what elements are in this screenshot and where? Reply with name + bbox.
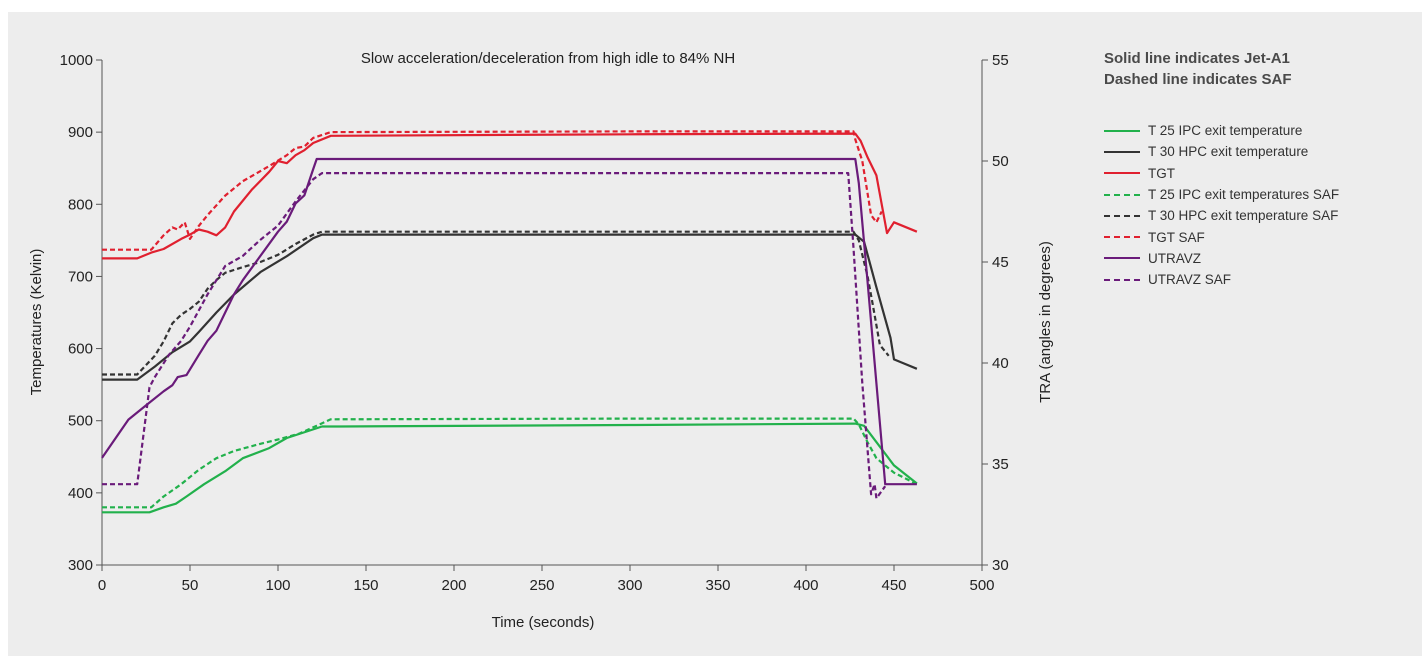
series-line-5 [102, 230, 890, 376]
y-tick-label: 600 [68, 341, 93, 358]
y-tick-label: 400 [68, 485, 93, 502]
chart-title: Slow acceleration/deceleration from high… [361, 50, 735, 67]
legend-swatch [1104, 257, 1140, 260]
legend-item: T 25 IPC exit temperature [1104, 120, 1339, 141]
legend-label: T 25 IPC exit temperatures SAF [1148, 187, 1340, 203]
chart-legend: T 25 IPC exit temperature T 30 HPC exit t… [1104, 120, 1339, 290]
x-tick-label: 350 [705, 577, 730, 594]
legend-item: UTRAVZ SAF [1104, 269, 1339, 290]
legend-label: T 30 HPC exit temperature [1148, 144, 1309, 160]
x-tick-label: 200 [441, 577, 466, 594]
y-tick-label: 300 [68, 557, 93, 574]
series-line-7 [101, 157, 917, 486]
y-axis-label: Temperatures (Kelvin) [28, 249, 45, 396]
y-tick-label: 1000 [60, 52, 93, 69]
legend-item: TGT [1104, 163, 1339, 184]
legend-swatch [1104, 214, 1140, 217]
y-tick-label: 800 [68, 196, 93, 213]
legend-label: T 25 IPC exit temperature [1148, 123, 1303, 139]
legend-label: TGT [1148, 165, 1175, 181]
chart-panel: Slow acceleration/deceleration from high… [8, 12, 1422, 656]
legend-label: UTRAVZ SAF [1148, 272, 1232, 288]
y-tick-label: 500 [68, 413, 93, 430]
y-tick-label: 900 [68, 124, 93, 141]
line-style-note: Solid line indicates Jet-A1 Dashed line … [1104, 48, 1292, 90]
y2-tick-label: 50 [992, 153, 1009, 170]
legend-swatch [1104, 150, 1140, 153]
series-line-1 [102, 422, 918, 514]
line-chart: Slow acceleration/deceleration from high… [28, 50, 1054, 631]
y-tick-label: 700 [68, 268, 93, 285]
legend-swatch [1104, 278, 1140, 281]
x-tick-label: 50 [182, 577, 199, 594]
y2-tick-label: 35 [992, 456, 1009, 473]
solid-line-note: Solid line indicates Jet-A1 [1104, 50, 1290, 67]
x-tick-label: 300 [617, 577, 642, 594]
series-line-4 [102, 417, 918, 509]
legend-label: TGT SAF [1148, 229, 1205, 245]
legend-swatch [1104, 193, 1140, 196]
series-line-2 [102, 233, 918, 381]
y2-tick-label: 45 [992, 254, 1009, 271]
x-tick-label: 400 [793, 577, 818, 594]
series-line-8 [102, 172, 887, 500]
x-tick-label: 150 [353, 577, 378, 594]
x-tick-label: 250 [529, 577, 554, 594]
legend-item: T 25 IPC exit temperatures SAF [1104, 184, 1339, 205]
legend-swatch [1104, 172, 1140, 175]
y2-tick-label: 30 [992, 557, 1009, 574]
dashed-line-note: Dashed line indicates SAF [1104, 71, 1292, 88]
y2-tick-label: 55 [992, 52, 1009, 69]
x-axis-label: Time (seconds) [492, 614, 595, 631]
plot-area: 300 400 500 600 700 800 900 1000 30 35 40 45 50 55 0 50… [60, 52, 1009, 594]
x-tick-label: 0 [98, 577, 106, 594]
legend-item: TGT SAF [1104, 226, 1339, 247]
y2-tick-label: 40 [992, 355, 1009, 372]
y2-axis-label: TRA (angles in degrees) [1037, 241, 1054, 403]
x-tick-label: 450 [881, 577, 906, 594]
legend-swatch [1104, 129, 1140, 132]
legend-item: T 30 HPC exit temperature SAF [1104, 205, 1339, 226]
legend-label: T 30 HPC exit temperature SAF [1148, 208, 1339, 224]
legend-label: UTRAVZ [1148, 250, 1201, 266]
x-tick-label: 500 [969, 577, 994, 594]
series-line-6 [102, 130, 883, 251]
legend-item: T 30 HPC exit temperature [1104, 141, 1339, 162]
x-tick-label: 100 [265, 577, 290, 594]
legend-swatch [1104, 236, 1140, 239]
legend-item: UTRAVZ [1104, 248, 1339, 269]
